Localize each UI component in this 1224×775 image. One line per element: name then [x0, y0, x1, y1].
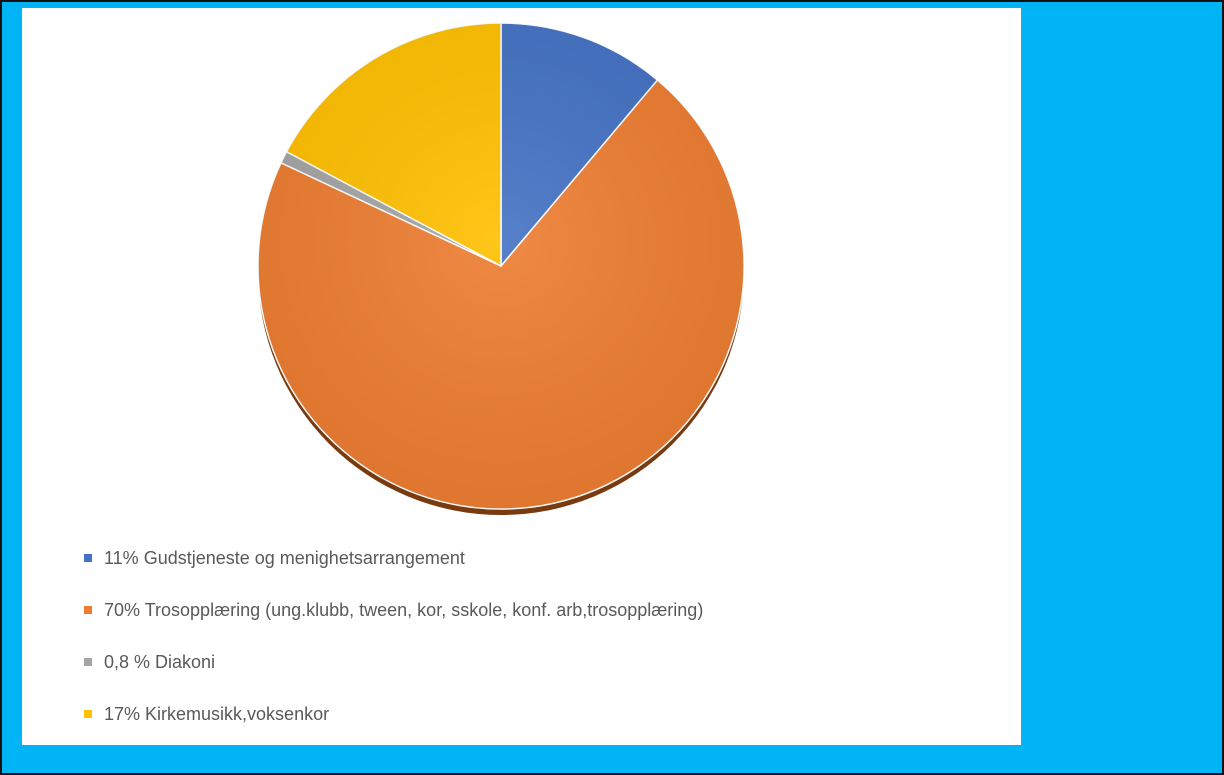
legend-label: 17% Kirkemusikk,voksenkor [104, 703, 330, 724]
legend-item-diakoni: 0,8 % Diakoni [84, 636, 703, 688]
legend-label: 0,8 % Diakoni [104, 651, 216, 672]
legend-label: 11% Gudstjeneste og menighetsarrangement [104, 547, 465, 568]
legend-item-gudstjeneste: 11% Gudstjeneste og menighetsarrangement [84, 532, 703, 584]
legend-item-trosopplaering: 70% Trosopplæring (ung.klubb, tween, kor… [84, 584, 703, 636]
legend-item-kirkemusikk: 17% Kirkemusikk,voksenkor [84, 688, 703, 740]
legend-label: 70% Trosopplæring (ung.klubb, tween, kor… [104, 599, 704, 620]
legend-swatch [84, 710, 92, 718]
chart-legend: 11% Gudstjeneste og menighetsarrangement… [84, 532, 703, 740]
legend-swatch [84, 606, 92, 614]
legend-swatch [84, 554, 92, 562]
legend-swatch [84, 658, 92, 666]
pie-chart [257, 22, 745, 515]
chart-panel: 11% Gudstjeneste og menighetsarrangement… [22, 8, 1021, 745]
